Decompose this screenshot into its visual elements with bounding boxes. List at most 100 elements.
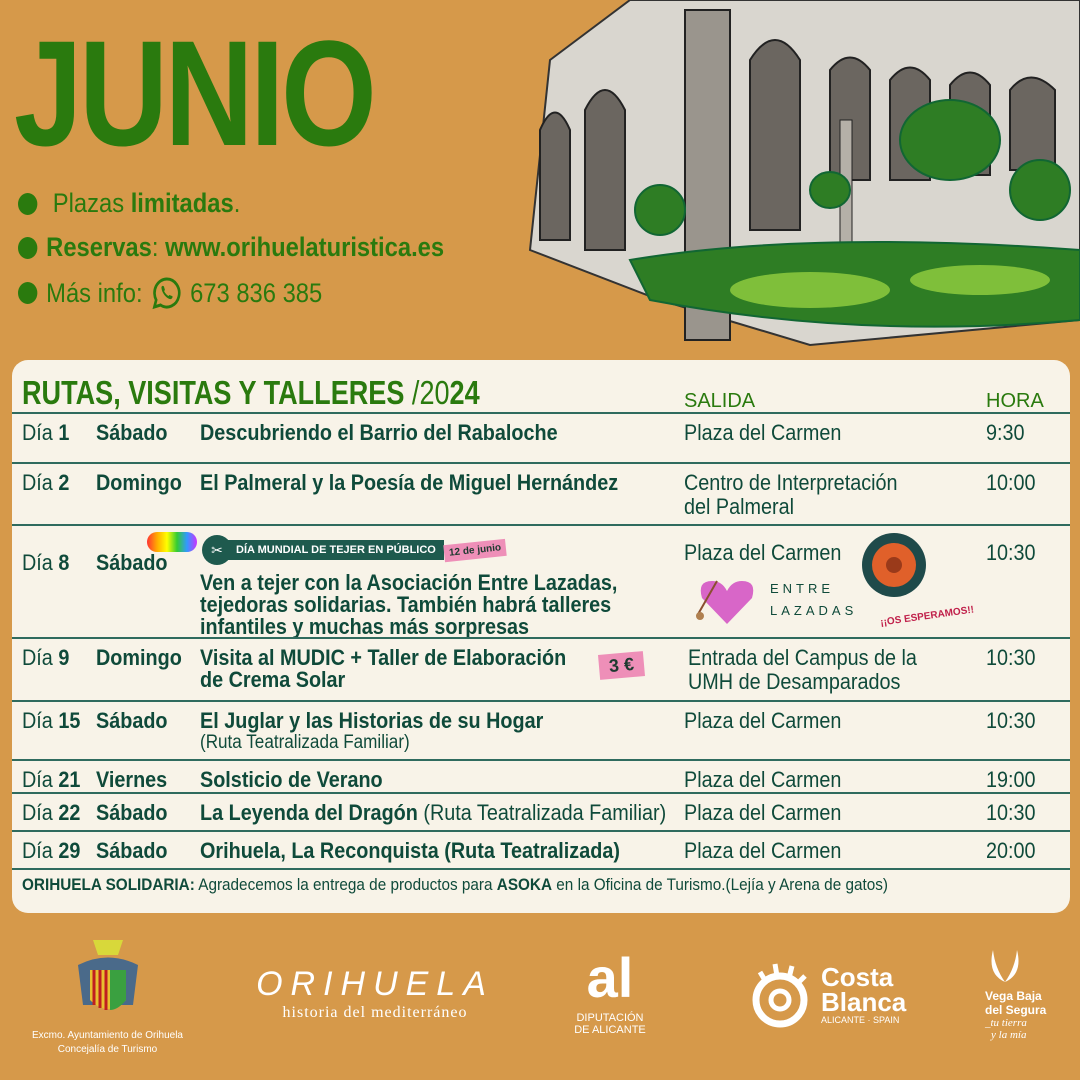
badge-label: DÍA MUNDIAL DE TEJER EN PÚBLICO: [228, 540, 444, 560]
bullet-icon: [18, 192, 38, 215]
salida-cell: Plaza del Carmen: [684, 767, 842, 792]
orihuela-logo: ORIHUELA historia del mediterráneo: [255, 965, 495, 1022]
logo-text: Blanca: [821, 987, 907, 1017]
event-title: Descubriendo el Barrio del Rabaloche: [200, 420, 558, 445]
caterpillar-icon: [147, 532, 197, 552]
logo-text: ALICANTE · SPAIN: [821, 1015, 900, 1025]
dip-symbol-icon: al: [586, 946, 634, 1009]
event-line: de Crema Solar: [200, 667, 346, 692]
col-header-hora: HORA: [986, 390, 1044, 412]
hora-cell: 10:30: [986, 540, 1036, 565]
table-row: Día 2 Domingo El Palmeral y la Poesía de …: [12, 462, 1070, 524]
event-title: El Palmeral y la Poesía de Miguel Hernán…: [200, 470, 619, 495]
event-title: El Juglar y las Historias de su Hogar: [200, 708, 544, 733]
logo-text: ORIHUELA: [256, 965, 494, 1003]
table-row: Día 29 Sábado Orihuela, La Reconquista (R…: [12, 830, 1070, 868]
day-cell: Día 21: [22, 767, 80, 792]
page-title: JUNIO: [14, 9, 377, 177]
day-label: Día: [22, 550, 59, 575]
weekday-cell: Domingo: [96, 645, 182, 670]
bullet-icon: [18, 236, 38, 259]
day-number: 2: [58, 470, 70, 495]
day-number: 1: [58, 420, 70, 445]
logo-text: DIPUTACIÓN: [576, 1012, 644, 1024]
leaf-icon: [991, 950, 1019, 982]
event-badge: ✂ DÍA MUNDIAL DE TEJER EN PÚBLICO 12 de ju…: [202, 535, 507, 565]
vega-baja-logo: Vega Baja del Segura _tu tierra y la mía: [985, 948, 1065, 1041]
table-row: Día 15 Sábado El Juglar y las Historias d…: [12, 700, 1070, 759]
salida-cell: Plaza del Carmen: [684, 838, 842, 863]
logo-text: Excmo. Ayuntamiento de Orihuela: [31, 1030, 183, 1041]
table-row: Día 21 Viernes Solsticio de Verano Plaza d…: [12, 759, 1070, 792]
event-line: infantiles y muchas más sorpresas: [200, 614, 530, 639]
table-row: Día 8 Sábado Ven a tejer con la Asociació…: [12, 524, 1070, 639]
day-label: Día: [22, 420, 59, 445]
day-cell: Día 9: [22, 645, 69, 670]
event-title: La Leyenda del Dragón: [200, 800, 418, 825]
ayuntamiento-logo: Excmo. Ayuntamiento de Orihuela Concejal…: [20, 935, 195, 1055]
knitted-heart-icon: [696, 580, 754, 624]
flower-icon: [862, 533, 926, 597]
logo-text: Costa: [821, 962, 894, 992]
weekday-cell: Sábado: [96, 420, 168, 445]
event-title: Visita al MUDIC + Taller de Elaboración: [200, 645, 567, 670]
logo-text: y la mía: [991, 1029, 1027, 1041]
website-link[interactable]: www.orihuelaturistica.es: [165, 232, 445, 262]
year-thin: /20: [404, 374, 450, 411]
event-line: tejedoras solidarias. También habrá tall…: [200, 592, 612, 617]
day-label: Día: [22, 838, 59, 863]
weekday-cell: Domingo: [96, 470, 182, 495]
info-text: Plazas: [52, 188, 131, 218]
info-text: .: [233, 188, 241, 218]
info-text: :: [151, 232, 166, 262]
day-label: Día: [22, 645, 59, 670]
sun-spiral-icon: [752, 963, 808, 1028]
salida-cell: Plaza del Carmen: [684, 800, 842, 825]
logo-text: _tu tierra: [985, 1017, 1027, 1029]
event-cell: El Palmeral y la Poesía de Miguel Hernán…: [200, 470, 618, 495]
footer-text: Agradecemos la entrega de productos para: [194, 875, 497, 894]
logo-text: Vega Baja: [985, 989, 1042, 1003]
event-cell: El Juglar y las Historias de su Hogar: [200, 708, 543, 733]
whatsapp-icon: [152, 277, 181, 310]
day-number: 8: [58, 550, 70, 575]
year-bold: 24: [449, 374, 480, 411]
salida-cell: Centro de Interpretación: [684, 470, 898, 495]
logo-text: ENTRE: [770, 581, 835, 596]
event-cell: Orihuela, La Reconquista (Ruta Teatraliz…: [200, 838, 620, 863]
footer-bold: ASOKA: [496, 875, 553, 894]
yarn-icon: ✂: [202, 535, 232, 565]
hora-cell: 9:30: [986, 420, 1025, 445]
diputacion-logo: al DIPUTACIÓN DE ALICANTE: [555, 946, 665, 1037]
logo-text: del Segura: [985, 1003, 1047, 1017]
hora-cell: 20:00: [986, 838, 1036, 863]
cloister-illustration: [528, 0, 1080, 347]
day-cell: Día 15: [22, 708, 80, 733]
hora-cell: 19:00: [986, 767, 1036, 792]
divider: [12, 868, 1070, 870]
day-cell: Día 2: [22, 470, 69, 495]
table-row: Día 9 Domingo Visita al MUDIC + Taller de…: [12, 637, 1070, 700]
phone-number[interactable]: 673 836 385: [190, 277, 323, 308]
event-title: Ven a tejer con la Asociación Entre Laza…: [200, 570, 618, 595]
salida-cell: Plaza del Carmen: [684, 420, 842, 445]
event-cell: Visita al MUDIC + Taller de Elaboración: [200, 645, 566, 670]
day-cell: Día 8: [22, 550, 69, 575]
note-text: ¡¡OS ESPERAMOS!!: [879, 604, 975, 629]
day-label: Día: [22, 767, 59, 792]
day-number: 9: [58, 645, 70, 670]
event-cell: Descubriendo el Barrio del Rabaloche: [200, 420, 558, 445]
coat-of-arms-icon: [77, 940, 138, 1010]
weekday-cell: Sábado: [96, 550, 168, 575]
info-contact: Más info: 673 836 385: [18, 276, 322, 310]
col-header-salida: SALIDA: [684, 390, 756, 412]
logo-text: historia del mediterráneo: [282, 1004, 468, 1021]
day-number: 29: [58, 838, 81, 863]
schedule-panel: RUTAS, VISITAS Y TALLERES /2024 SALIDA H…: [12, 360, 1070, 913]
salida-cell: Entrada del Campus de la: [688, 645, 917, 670]
title-text: RUTAS, VISITAS Y TALLERES: [22, 374, 405, 411]
event-line: (Ruta Teatralizada Familiar): [200, 732, 410, 753]
hora-cell: 10:30: [986, 708, 1036, 733]
hora-cell: 10:00: [986, 470, 1036, 495]
day-number: 15: [58, 708, 81, 733]
